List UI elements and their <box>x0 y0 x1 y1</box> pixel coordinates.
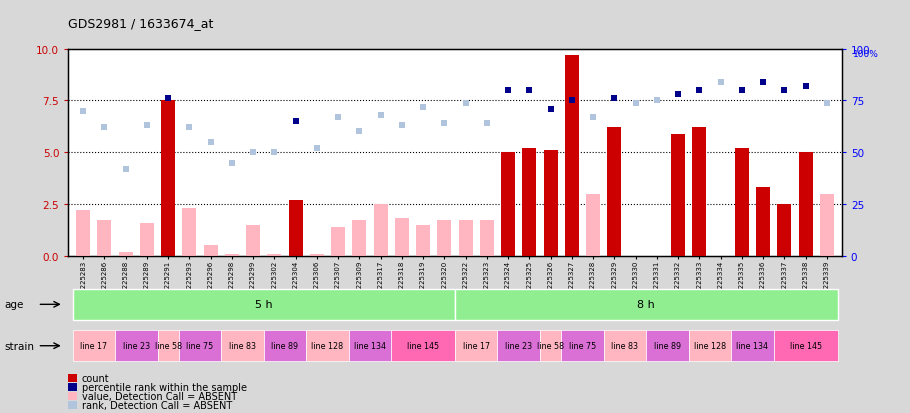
Text: line 89: line 89 <box>654 342 681 350</box>
Text: 5 h: 5 h <box>255 299 273 310</box>
Text: line 89: line 89 <box>271 342 298 350</box>
Text: line 75: line 75 <box>187 342 214 350</box>
Bar <box>820 194 834 256</box>
Bar <box>76 211 90 256</box>
Text: line 75: line 75 <box>569 342 596 350</box>
Text: line 58: line 58 <box>155 342 182 350</box>
Text: line 23: line 23 <box>123 342 150 350</box>
Bar <box>395 219 409 256</box>
Bar <box>608 128 622 256</box>
Bar <box>501 153 515 256</box>
Text: age: age <box>5 299 24 310</box>
Text: rank, Detection Call = ABSENT: rank, Detection Call = ABSENT <box>82 400 232 410</box>
Bar <box>543 151 558 256</box>
Text: value, Detection Call = ABSENT: value, Detection Call = ABSENT <box>82 391 237 401</box>
Bar <box>183 209 197 256</box>
Text: 8 h: 8 h <box>637 299 655 310</box>
Text: line 128: line 128 <box>694 342 726 350</box>
Bar <box>161 101 175 256</box>
Text: percentile rank within the sample: percentile rank within the sample <box>82 382 247 392</box>
Text: line 58: line 58 <box>537 342 564 350</box>
Bar <box>204 246 217 256</box>
Text: line 83: line 83 <box>229 342 256 350</box>
Text: line 83: line 83 <box>612 342 639 350</box>
Text: line 17: line 17 <box>462 342 490 350</box>
Text: line 134: line 134 <box>736 342 769 350</box>
Text: count: count <box>82 373 109 383</box>
Bar <box>416 225 430 256</box>
Bar <box>522 149 536 256</box>
Text: line 17: line 17 <box>80 342 107 350</box>
Bar <box>247 225 260 256</box>
Bar <box>693 128 706 256</box>
Bar <box>310 254 324 256</box>
Bar <box>97 221 111 256</box>
Bar <box>735 149 749 256</box>
Bar <box>799 153 813 256</box>
Text: 100%: 100% <box>854 50 879 59</box>
Text: line 23: line 23 <box>505 342 532 350</box>
Bar <box>586 194 600 256</box>
Bar <box>268 254 281 256</box>
Text: strain: strain <box>5 341 35 351</box>
Bar <box>288 200 302 256</box>
Text: GDS2981 / 1633674_at: GDS2981 / 1633674_at <box>68 17 214 29</box>
Text: line 145: line 145 <box>407 342 440 350</box>
Text: line 145: line 145 <box>790 342 822 350</box>
Bar <box>352 221 367 256</box>
Bar <box>480 221 494 256</box>
Bar <box>777 204 792 256</box>
Text: line 128: line 128 <box>311 342 344 350</box>
Bar <box>118 252 133 256</box>
Bar <box>438 221 451 256</box>
Bar <box>672 134 685 256</box>
Bar <box>140 223 154 256</box>
Bar <box>331 227 345 256</box>
Bar <box>225 254 238 256</box>
Bar <box>459 221 472 256</box>
Bar <box>374 204 388 256</box>
Text: line 134: line 134 <box>354 342 386 350</box>
Bar <box>565 56 579 256</box>
Bar <box>756 188 770 256</box>
